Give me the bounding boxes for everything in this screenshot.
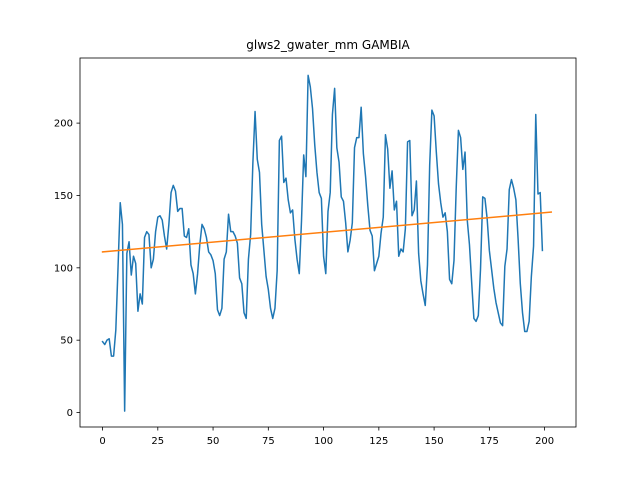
x-tick-label: 0	[99, 436, 105, 447]
trend-line	[101, 211, 553, 253]
plot-frame	[79, 57, 577, 428]
y-tick-label: 150	[54, 191, 73, 202]
x-tick-label: 125	[369, 436, 388, 447]
axes: 0 25 50 75 100 125 150 175 200 0 50 100 150 200	[54, 57, 577, 447]
x-tick-label: 175	[480, 436, 499, 447]
y-tick-label: 100	[54, 263, 73, 274]
x-tick-label: 200	[535, 436, 554, 447]
x-tick-label: 100	[314, 436, 333, 447]
x-tick-label: 50	[207, 436, 220, 447]
x-tick-label: 75	[262, 436, 275, 447]
series-line	[101, 74, 544, 412]
y-tick-label: 50	[60, 336, 73, 347]
plot-area	[101, 74, 553, 412]
y-tick-label: 0	[67, 408, 73, 419]
y-tick-label: 200	[54, 119, 73, 130]
x-tick-label: 150	[425, 436, 444, 447]
x-tick-label: 25	[151, 436, 164, 447]
chart-title: glws2_gwater_mm GAMBIA	[246, 38, 410, 52]
